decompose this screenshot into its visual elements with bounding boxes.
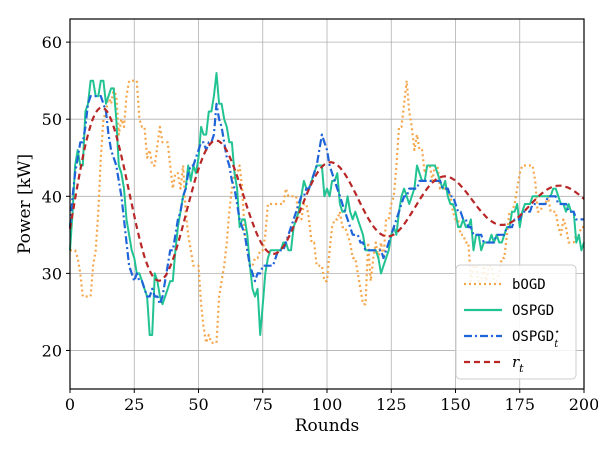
legend-label-1: OSPGD [512, 303, 554, 319]
legend-box [455, 264, 577, 380]
series-line-2 [68, 95, 584, 306]
x-tick-label-25: 25 [124, 395, 144, 414]
x-tick-label-100: 100 [312, 395, 343, 414]
y-tick-label-30: 30 [42, 264, 62, 283]
legend-label-0: bOGD [512, 277, 546, 293]
series-line-3 [68, 106, 585, 282]
y-tick-label-20: 20 [42, 341, 62, 360]
legend-label-sub-2: t [554, 339, 559, 350]
series-line-1 [69, 72, 585, 336]
y-tick-label-50: 50 [42, 110, 62, 129]
y-axis-label: Power [kW] [15, 154, 35, 254]
x-tick-label-75: 75 [253, 395, 273, 414]
legend-label-2: OSPGD⋆ t [512, 327, 560, 350]
x-tick-label-125: 125 [376, 395, 407, 414]
x-tick-label-175: 175 [504, 395, 535, 414]
y-tick-label-60: 60 [42, 33, 62, 52]
x-axis-label: Rounds [295, 416, 360, 436]
legend-label-sub-3: t [519, 362, 524, 375]
x-tick-label-150: 150 [440, 395, 471, 414]
x-tick-label-200: 200 [569, 395, 598, 414]
x-tick-label-50: 50 [188, 395, 208, 414]
legend-label-sup-2: ⋆ [554, 327, 560, 338]
axis-ticks: 0 25 50 75 100 125 150 175 200 20 30 40 50 60 [42, 33, 598, 414]
x-tick-label-0: 0 [65, 395, 75, 414]
y-tick-label-40: 40 [42, 187, 62, 206]
